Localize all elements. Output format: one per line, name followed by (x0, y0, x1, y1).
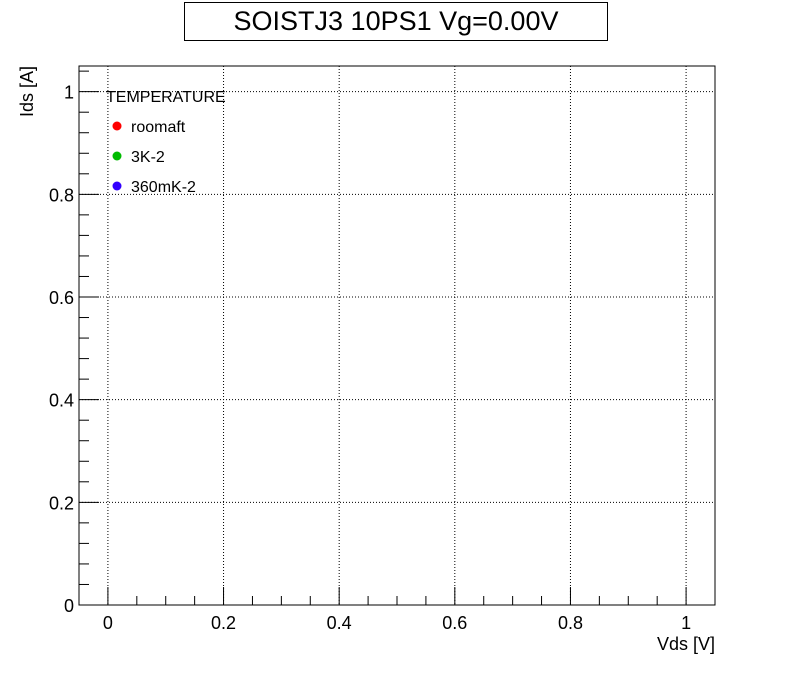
legend-entry: 3K-2 (131, 149, 165, 166)
x-axis-label: Vds [V] (657, 634, 715, 654)
x-tick-label: 0.2 (211, 613, 236, 633)
legend-entry: roomaft (131, 119, 186, 136)
x-axis: 0 0.2 0.4 0.6 0.8 1 (103, 587, 691, 633)
x-tick-label: 1 (681, 613, 691, 633)
y-tick-label: 1 (64, 83, 74, 103)
minor-ticks (78, 70, 658, 605)
x-tick-label: 0.8 (558, 613, 583, 633)
grid (79, 66, 715, 605)
x-tick-label: 0.6 (442, 613, 467, 633)
y-tick-label: 0 (64, 596, 74, 616)
legend: TEMPERATURE roomaft 3K-2 360mK-2 (106, 89, 226, 196)
y-axis: 0 0.2 0.4 0.6 0.8 1 (49, 83, 99, 616)
chart-title: SOISTJ3 10PS1 Vg=0.00V (184, 2, 608, 41)
y-axis-label: Ids [A] (17, 66, 37, 117)
x-tick-label: 0.4 (327, 613, 352, 633)
plot-frame (78, 65, 716, 606)
legend-marker (112, 121, 122, 131)
legend-marker (112, 151, 122, 161)
y-tick-label: 0.8 (49, 185, 74, 205)
legend-entry: 360mK-2 (131, 179, 196, 196)
legend-title: TEMPERATURE (106, 89, 226, 106)
y-tick-label: 0.4 (49, 391, 74, 411)
x-tick-label: 0 (103, 613, 113, 633)
legend-marker (112, 181, 122, 191)
y-tick-label: 0.2 (49, 493, 74, 513)
y-tick-label: 0.6 (49, 288, 74, 308)
